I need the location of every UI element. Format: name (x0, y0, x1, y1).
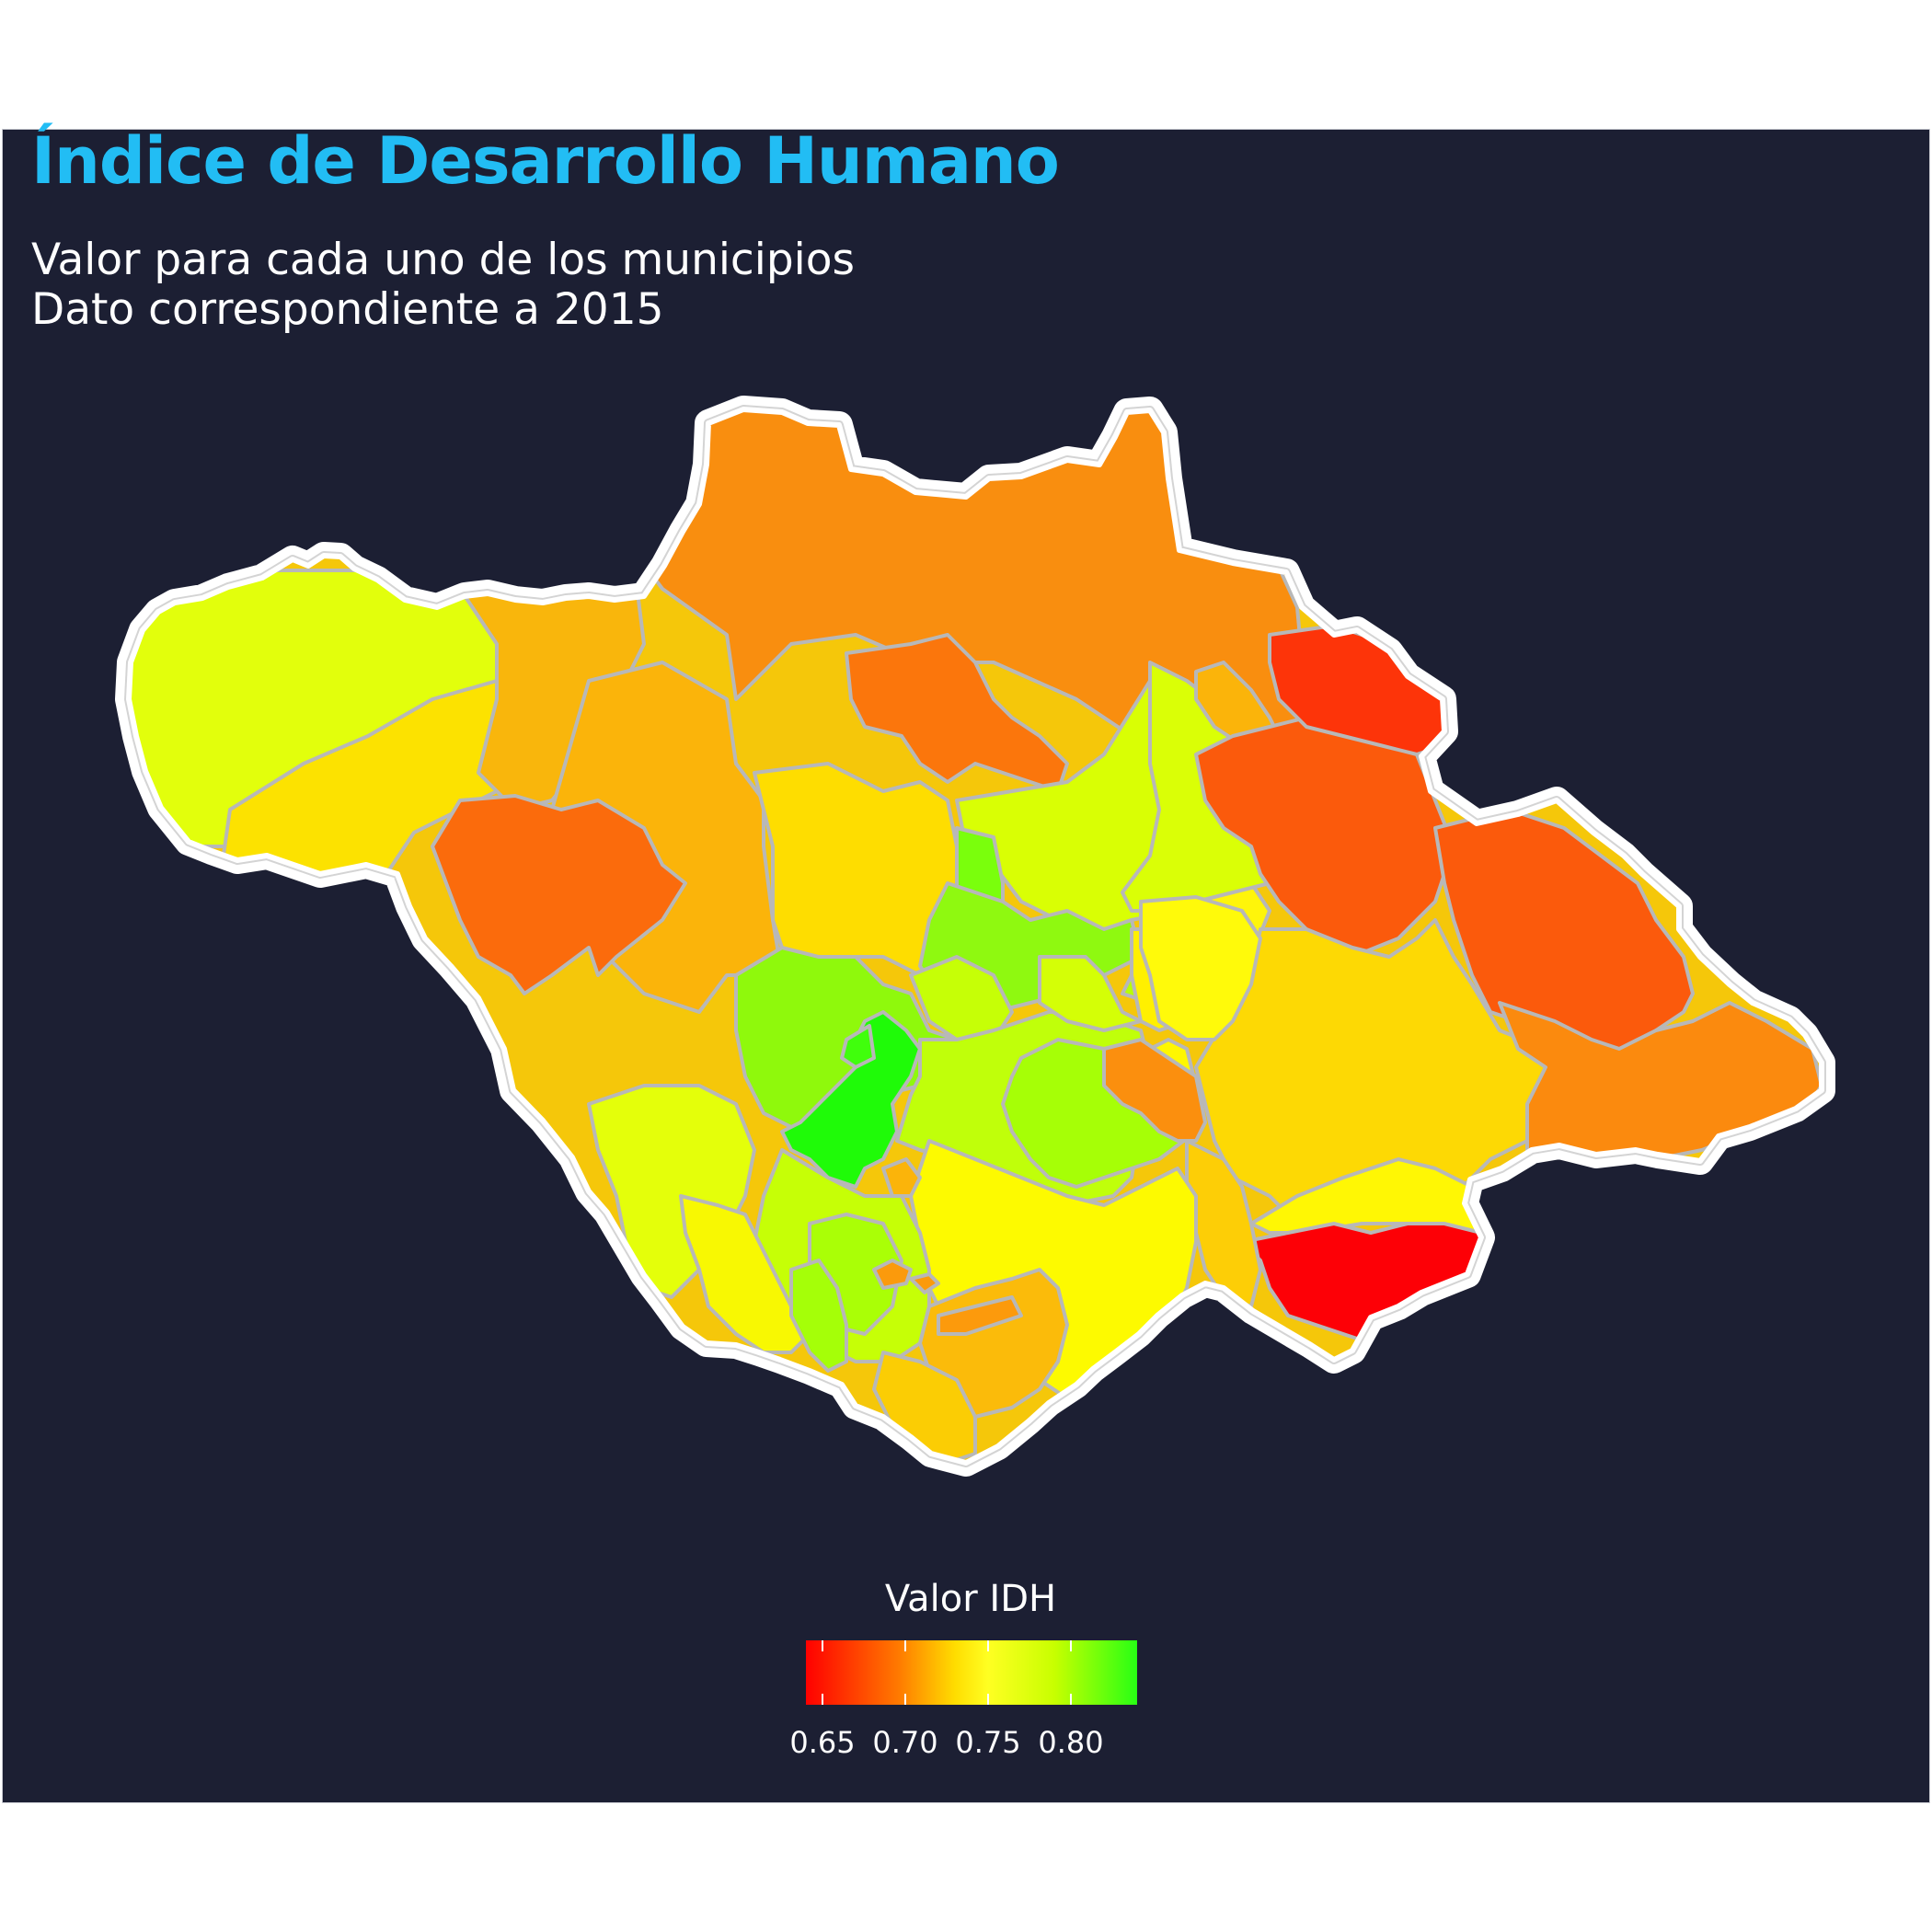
municipality (909, 1272, 940, 1294)
legend-colorbar (806, 1640, 1137, 1705)
municipality (840, 1024, 876, 1069)
municipality (431, 794, 687, 995)
legend-title: Valor IDH (884, 1578, 1057, 1620)
legend-tick-mark (822, 1640, 823, 1651)
municipality (881, 1157, 922, 1198)
legend-tick-mark (904, 1640, 906, 1651)
municipality (1139, 895, 1262, 1041)
legend-tick-label: 0.80 (1038, 1725, 1104, 1760)
municipality (937, 1295, 1023, 1336)
legend: Valor IDH 0.65 0.70 0.75 0.80 (764, 1578, 1178, 1780)
municipality (458, 569, 646, 811)
legend-tick-mark (1070, 1694, 1072, 1705)
legend-tick-label: 0.70 (872, 1725, 938, 1760)
subtitle-line: Dato correspondiente a 2015 (31, 284, 664, 335)
legend-tick-label: 0.65 (789, 1725, 856, 1760)
legend-tick-mark (904, 1694, 906, 1705)
subtitle-line: Valor para cada uno de los municipios (31, 235, 855, 285)
municipality (679, 1194, 811, 1354)
legend-tick-mark (987, 1640, 989, 1651)
map-subtitle: Valor para cada uno de los municipios Da… (31, 236, 855, 335)
municipalities (129, 409, 1822, 1463)
municipality (789, 1259, 848, 1373)
legend-tick-label: 0.75 (955, 1725, 1021, 1760)
legend-tick-mark (987, 1694, 989, 1705)
legend-tick-mark (1070, 1640, 1072, 1651)
map-title: Índice de Desarrollo Humano (31, 123, 1060, 199)
municipality (872, 1259, 913, 1290)
legend-tick-mark (822, 1694, 823, 1705)
municipality (872, 1351, 977, 1463)
